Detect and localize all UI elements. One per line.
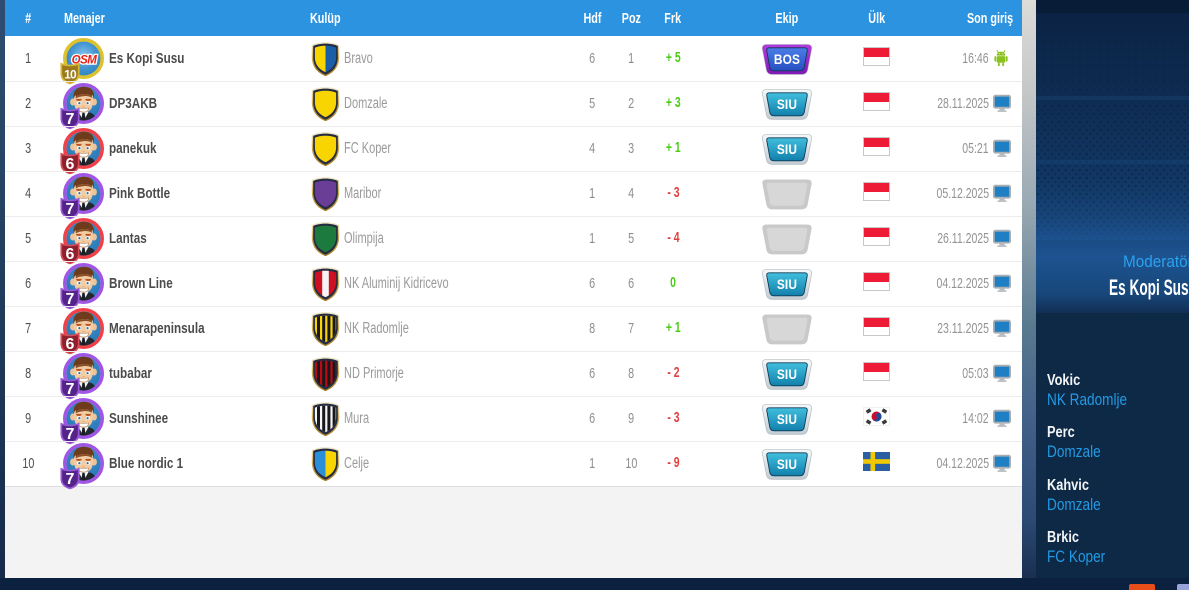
svg-text:SIU: SIU: [777, 276, 797, 292]
svg-text:SIU: SIU: [777, 411, 797, 427]
svg-text:7: 7: [66, 426, 75, 443]
svg-text:7: 7: [66, 381, 75, 398]
svg-text:6: 6: [66, 336, 75, 353]
svg-text:7: 7: [66, 291, 75, 308]
svg-text:7: 7: [66, 201, 75, 218]
svg-text:7: 7: [66, 471, 75, 488]
svg-text:SIU: SIU: [777, 96, 797, 112]
svg-text:10: 10: [64, 68, 77, 82]
svg-text:7: 7: [66, 111, 75, 128]
svg-text:6: 6: [66, 246, 75, 263]
svg-text:SIU: SIU: [777, 456, 797, 472]
svg-text:BOS: BOS: [774, 51, 800, 67]
svg-text:SIU: SIU: [777, 366, 797, 382]
svg-text:SIU: SIU: [777, 141, 797, 157]
svg-text:6: 6: [66, 156, 75, 173]
